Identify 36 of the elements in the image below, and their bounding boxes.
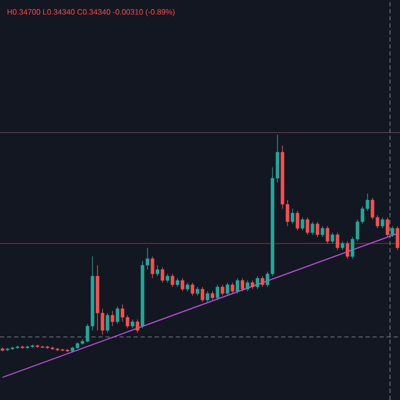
- candlestick: [320, 226, 324, 238]
- candlestick: [136, 319, 140, 333]
- candlestick: [306, 217, 310, 236]
- candlestick: [226, 282, 230, 296]
- candlestick: [216, 284, 220, 300]
- candlestick: [290, 208, 294, 224]
- candlestick: [260, 276, 264, 288]
- candlestick: [296, 210, 300, 231]
- candlestick: [396, 226, 400, 250]
- candlestick: [206, 290, 210, 303]
- candlestick: [346, 240, 350, 260]
- candlestick: [160, 267, 164, 283]
- candlestick: [190, 282, 194, 296]
- candlestick: [380, 217, 384, 229]
- candlestick: [256, 276, 260, 290]
- candlestick: [386, 217, 390, 238]
- candlestick: [236, 278, 240, 294]
- candlestick: [200, 286, 204, 303]
- candlestick: [220, 284, 224, 296]
- candlestick: [310, 221, 314, 236]
- candlestick: [300, 217, 304, 231]
- candlestick: [246, 280, 250, 292]
- candlestick: [156, 264, 160, 276]
- candlestick: [326, 226, 330, 244]
- candlestick: [336, 232, 340, 250]
- candlestick: [390, 226, 394, 238]
- candlestick: [150, 256, 154, 279]
- candlestick: [230, 282, 234, 294]
- candlestick: [180, 278, 184, 292]
- candlestick: [316, 221, 320, 238]
- candlestick: [106, 312, 110, 333]
- candlestick: [240, 278, 244, 292]
- candlestick: [170, 274, 174, 288]
- candlestick: [330, 232, 334, 244]
- candlestick: [110, 310, 114, 326]
- candlestick: [116, 306, 120, 324]
